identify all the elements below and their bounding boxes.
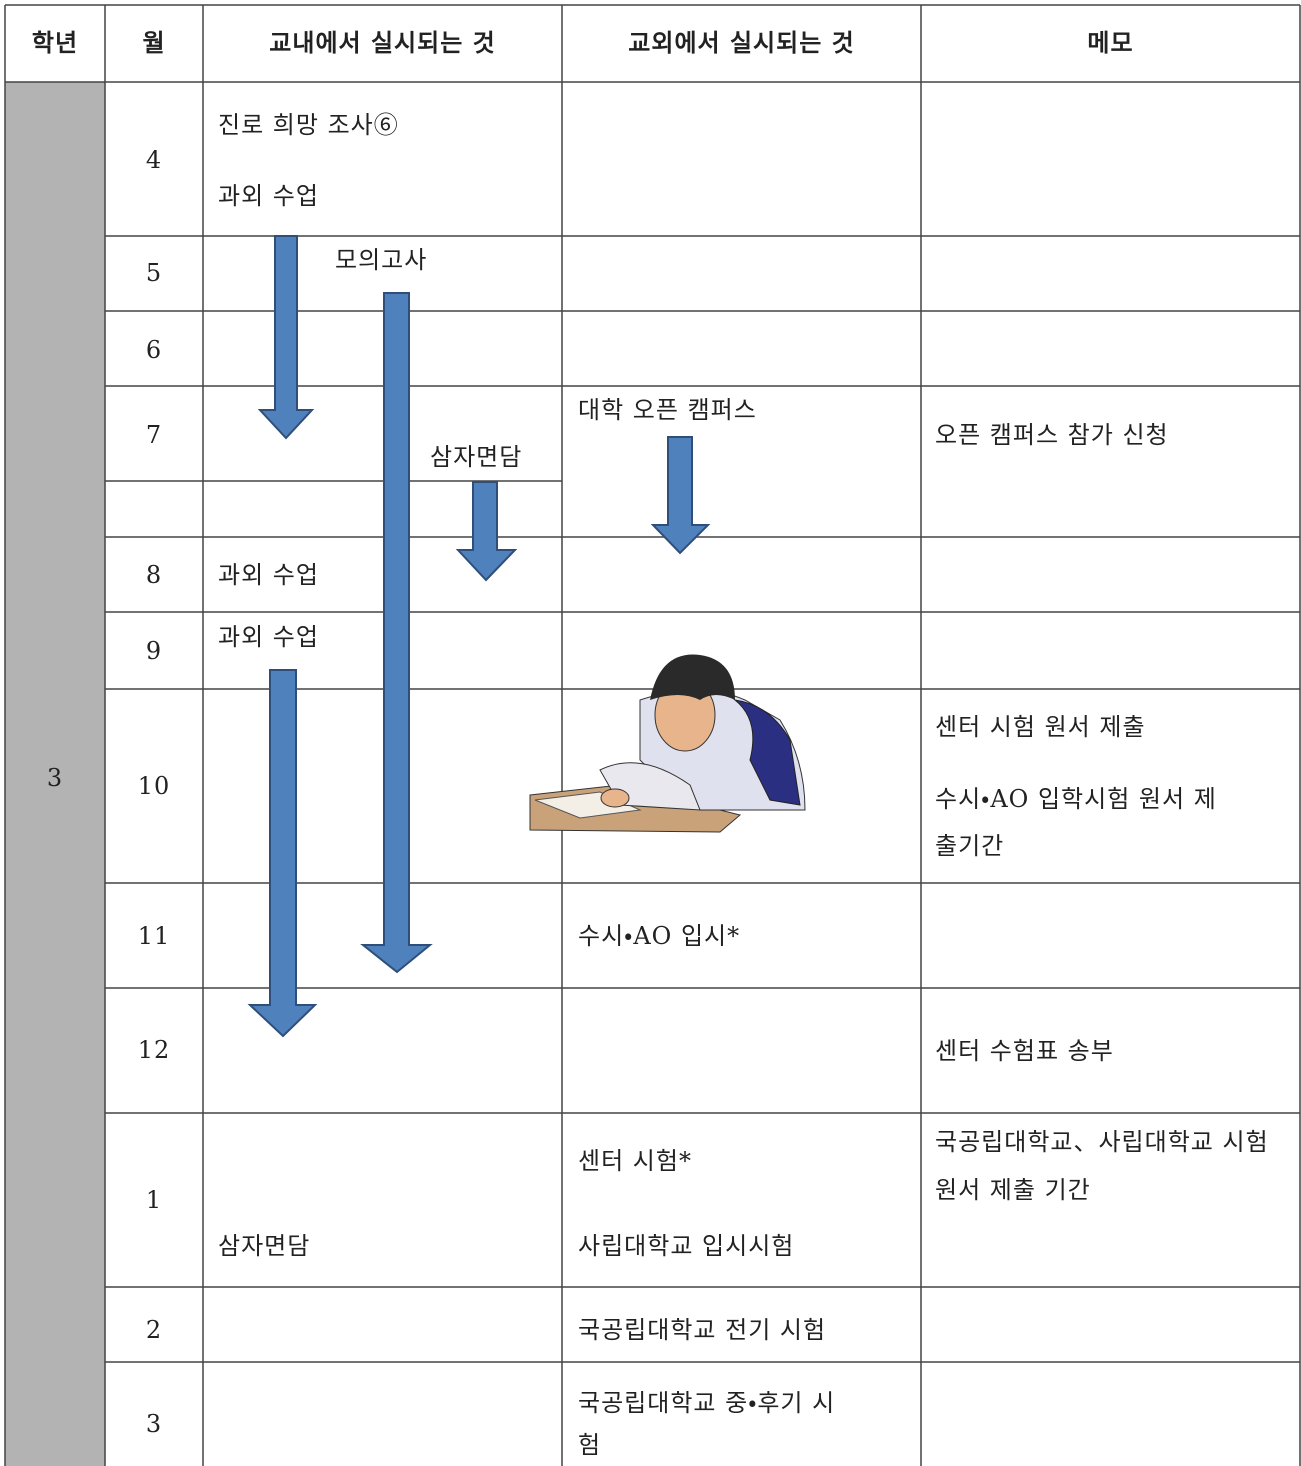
arrow-label: 모의고사 bbox=[335, 246, 428, 274]
off-school-event: 사립대학교 입시시험 bbox=[578, 1232, 795, 1260]
off-school-event: 국공립대학교 중・후기 시험 bbox=[578, 1389, 836, 1459]
header-cell: 월 bbox=[142, 29, 166, 57]
memo: 센터 시험 원서 제출 bbox=[935, 713, 1146, 741]
grade: 3 bbox=[46, 764, 64, 792]
month: 6 bbox=[145, 336, 163, 364]
header-cell: 학년 bbox=[31, 29, 79, 57]
month: 9 bbox=[145, 637, 163, 665]
grade-cell-fill bbox=[5, 82, 105, 1466]
header-cell: 교내에서 실시되는 것 bbox=[269, 29, 496, 57]
month: 1 bbox=[145, 1186, 163, 1214]
month: 8 bbox=[145, 561, 163, 589]
student-illustration bbox=[529, 654, 806, 833]
month: 11 bbox=[137, 922, 171, 950]
month: 2 bbox=[145, 1316, 163, 1344]
school-event: 진로 희망 조사⑥ bbox=[218, 111, 399, 139]
header-cell: 메모 bbox=[1087, 29, 1134, 57]
off-school-event: 센터 시험* bbox=[578, 1147, 692, 1175]
memo: 수시・AO 입학시험 원서 제출기간 bbox=[935, 785, 1217, 860]
arrows bbox=[247, 235, 711, 1038]
school-event: 과외 수업 bbox=[218, 561, 319, 589]
month: 4 bbox=[145, 146, 163, 174]
month: 5 bbox=[145, 259, 163, 287]
memo: 오픈 캠퍼스 참가 신청 bbox=[935, 421, 1169, 449]
off-school-event: 국공립대학교 전기 시험 bbox=[578, 1316, 827, 1344]
school-event: 과외 수업 bbox=[218, 623, 319, 651]
header-cell: 교외에서 실시되는 것 bbox=[628, 29, 855, 57]
off-school-event: 대학 오픈 캠퍼스 bbox=[578, 396, 757, 424]
month: 3 bbox=[145, 1410, 163, 1438]
month: 10 bbox=[137, 772, 171, 800]
school-event: 과외 수업 bbox=[218, 182, 319, 210]
memo: 센터 수험표 송부 bbox=[935, 1037, 1114, 1065]
month: 12 bbox=[137, 1036, 171, 1064]
school-event: 삼자면담 bbox=[218, 1232, 311, 1260]
month: 7 bbox=[145, 421, 163, 449]
memo: 국공립대학교、사립대학교 시험 원서 제출 기간 bbox=[935, 1128, 1269, 1204]
arrow-label: 삼자면담 bbox=[430, 443, 523, 471]
off-school-event: 수시・AO 입시* bbox=[578, 922, 741, 950]
